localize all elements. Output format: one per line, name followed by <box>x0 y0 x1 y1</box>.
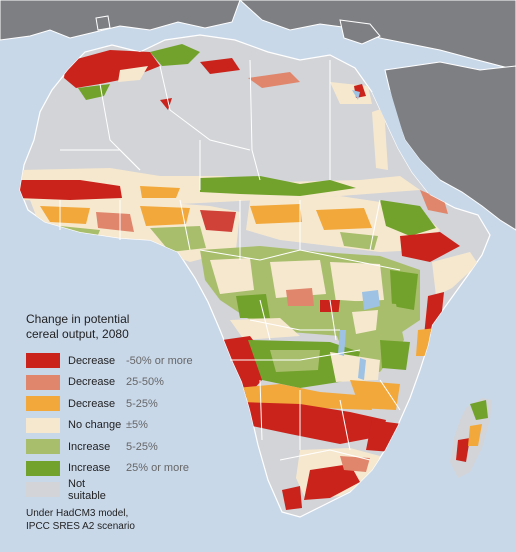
legend-range: -50% or more <box>126 355 193 367</box>
legend-item: Decrease 5-25% <box>26 393 216 415</box>
legend-swatch <box>26 375 60 390</box>
legend-label: Decrease <box>68 355 126 367</box>
legend-rows: Decrease -50% or more Decrease 25-50% Decrea… <box>26 350 216 501</box>
legend-item: No change ±5% <box>26 415 216 437</box>
legend-label: Increase <box>68 462 126 474</box>
legend-item: Decrease -50% or more <box>26 350 216 372</box>
legend-swatch <box>26 482 60 497</box>
legend-note-line2: IPCC SRES A2 scenario <box>26 520 216 533</box>
legend-range: 25-50% <box>126 376 164 388</box>
legend-range: ±5% <box>126 419 148 431</box>
legend-item: Not suitable <box>26 479 216 501</box>
legend-item: Increase 5-25% <box>26 436 216 458</box>
legend-range: 5-25% <box>126 441 158 453</box>
map-legend: Change in potential cereal output, 2080 … <box>26 312 216 533</box>
legend-label: Decrease <box>68 398 126 410</box>
legend-note-line1: Under HadCM3 model, <box>26 507 216 520</box>
legend-range: 5-25% <box>126 398 158 410</box>
legend-title-line2: cereal output, 2080 <box>26 327 216 342</box>
legend-label: Decrease <box>68 376 126 388</box>
legend-swatch <box>26 418 60 433</box>
legend-swatch <box>26 439 60 454</box>
legend-title-line1: Change in potential <box>26 312 216 327</box>
legend-item: Increase 25% or more <box>26 458 216 480</box>
legend-swatch <box>26 461 60 476</box>
legend-swatch <box>26 396 60 411</box>
legend-label: No change <box>68 419 126 431</box>
legend-label: Not suitable <box>68 478 126 502</box>
legend-swatch <box>26 353 60 368</box>
legend-range: 25% or more <box>126 462 189 474</box>
legend-title: Change in potential cereal output, 2080 <box>26 312 216 342</box>
legend-item: Decrease 25-50% <box>26 372 216 394</box>
legend-note: Under HadCM3 model, IPCC SRES A2 scenari… <box>26 507 216 533</box>
legend-label: Increase <box>68 441 126 453</box>
